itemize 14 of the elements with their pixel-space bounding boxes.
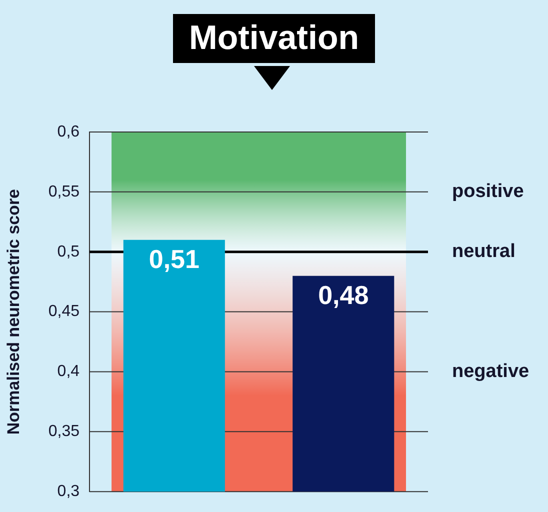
y-tick-label: 0,45 [48, 303, 80, 320]
band-label: negative [452, 360, 530, 382]
band-label: positive [452, 181, 524, 202]
data-label: 0,48 [318, 280, 369, 310]
y-tick-label: 0,4 [57, 363, 80, 380]
y-axis-title: Normalised neurometric score [4, 188, 23, 435]
y-tick-label: 0,55 [48, 183, 80, 200]
y-tick-label: 0,35 [48, 423, 80, 440]
y-tick-label: 0,6 [57, 123, 80, 140]
data-label: 0,51 [148, 244, 200, 274]
y-tick-label: 0,5 [57, 243, 80, 260]
ref-line-label: neutral [452, 241, 516, 262]
chart-title: Motivation [173, 14, 375, 63]
y-tick-label: 0,3 [57, 483, 80, 500]
